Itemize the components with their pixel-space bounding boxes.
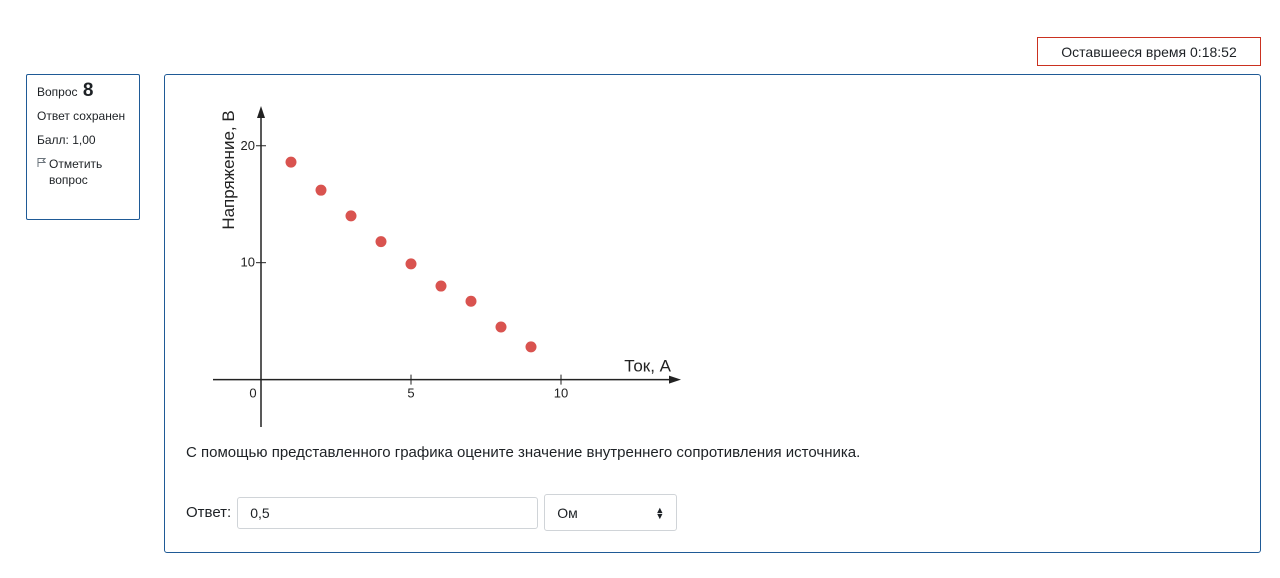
select-arrows-icon: ▲ ▼ (655, 504, 665, 521)
flag-icon (37, 156, 47, 172)
data-point (435, 280, 447, 292)
flag-question-link[interactable]: Отметить вопрос (37, 156, 129, 188)
x-tick-label: 10 (554, 386, 568, 401)
question-text: С помощью представленного графика оценит… (186, 444, 861, 461)
data-point (315, 184, 327, 196)
chart-axes: 0 5 10 10 20 (213, 106, 681, 427)
voltage-current-chart: 0 5 10 10 20 Ток, А Напряжение, В (213, 106, 681, 427)
data-point (495, 321, 507, 333)
y-tick-label: 10 (241, 255, 255, 270)
data-point (375, 236, 387, 248)
question-state: Ответ сохранен (37, 109, 126, 123)
unit-select[interactable]: Ом ▲ ▼ (544, 494, 678, 531)
data-point (345, 210, 357, 222)
y-tick-label: 20 (241, 138, 255, 153)
question-word: Вопрос (37, 85, 78, 99)
x-axis-label: Ток, А (624, 357, 671, 376)
answer-row: Ответ: Ом ▲▼ (186, 494, 678, 531)
y-axis-label: Напряжение, В (219, 110, 238, 229)
time-remaining: Оставшееся время 0:18:52 (1037, 37, 1261, 66)
x-axis-arrow (669, 375, 681, 384)
x-tick-label: 0 (249, 386, 256, 401)
unit-select-value: Ом (557, 504, 578, 521)
y-axis-arrow (257, 106, 265, 118)
answer-label: Ответ: (186, 504, 232, 521)
flag-question-label: Отметить вопрос (49, 157, 103, 187)
data-point (285, 156, 297, 168)
x-tick-label: 5 (407, 386, 414, 401)
answer-input[interactable] (237, 496, 539, 529)
question-content: 0 5 10 10 20 Ток, А Напряжение, В С помощью … (164, 74, 1261, 553)
question-number: Вопрос 8 (37, 80, 129, 101)
time-remaining-value: 0:18:52 (1190, 43, 1237, 60)
data-point (405, 258, 417, 270)
question-grade: Балл: 1,00 (37, 133, 96, 147)
time-remaining-label: Оставшееся время (1061, 43, 1187, 60)
chart-points (285, 156, 537, 353)
data-point (465, 295, 477, 307)
question-number-value: 8 (82, 80, 94, 101)
data-point (525, 341, 537, 353)
question-info-panel: Вопрос 8 Ответ сохранен Балл: 1,00 Отмет… (26, 74, 140, 220)
